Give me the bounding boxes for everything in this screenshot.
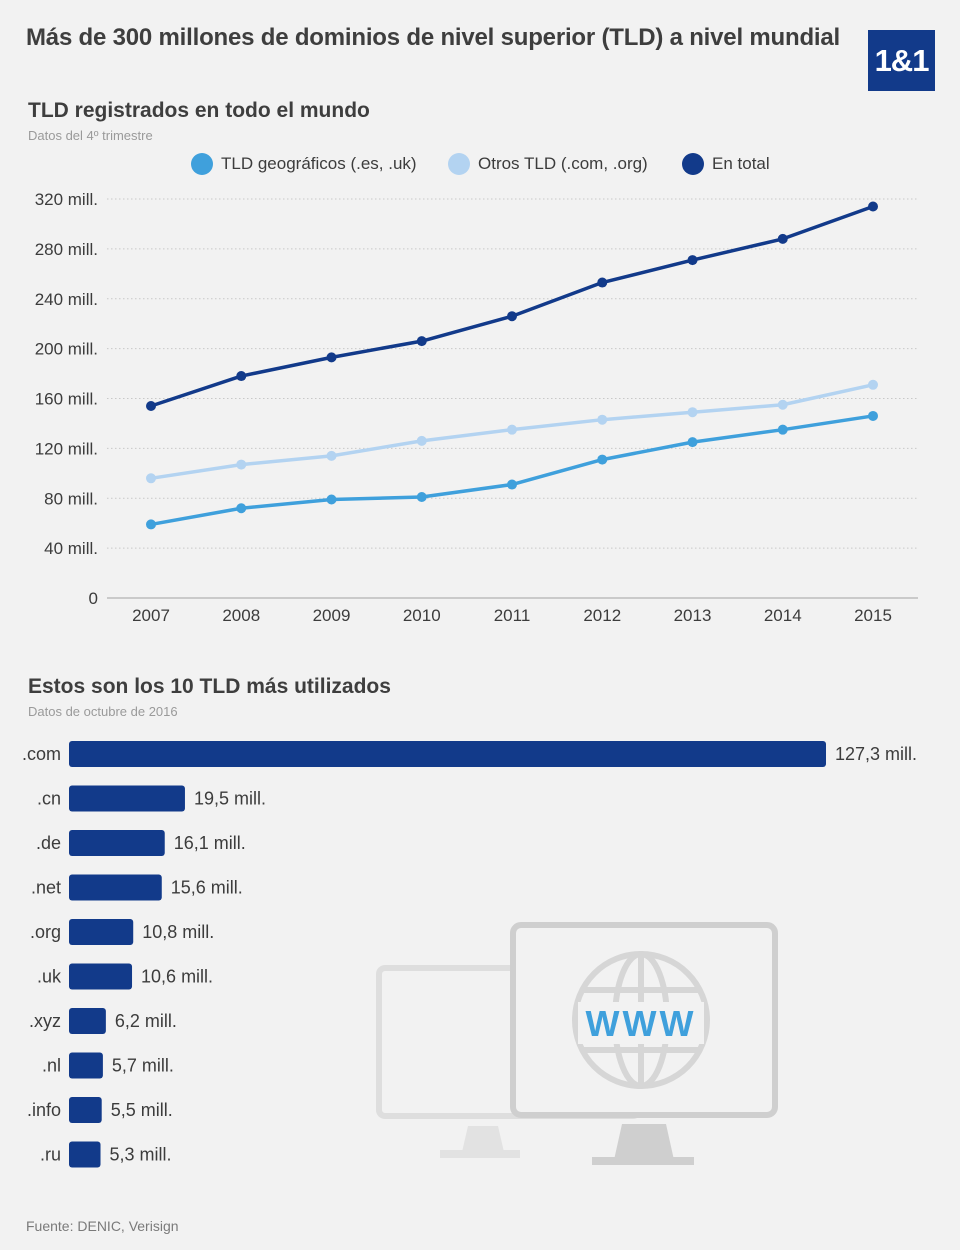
bar-value-label: 19,5 mill. — [194, 789, 266, 809]
bar-category-label: .ru — [40, 1145, 61, 1165]
data-point — [868, 201, 878, 212]
legend-label-geo: TLD geográficos (.es, .uk) — [221, 154, 417, 173]
data-point — [416, 435, 427, 446]
y-tick-label: 280 mill. — [35, 240, 98, 259]
x-tick-label: 2010 — [403, 606, 441, 625]
bar-chart-title: Estos son los 10 TLD más utilizados — [28, 675, 391, 698]
legend-item-total: En total — [682, 153, 770, 175]
bar — [69, 741, 826, 767]
data-point — [687, 407, 698, 418]
bar — [69, 1008, 106, 1034]
data-point — [597, 414, 608, 425]
legend-dot-geo — [191, 153, 213, 175]
bar-value-label: 16,1 mill. — [174, 833, 246, 853]
bar-value-label: 127,3 mill. — [835, 744, 917, 764]
source-note: Fuente: DENIC, Verisign — [26, 1218, 179, 1234]
data-point — [236, 503, 247, 514]
data-point — [236, 371, 247, 382]
bar — [69, 1052, 103, 1079]
monitor-illustration: WWW — [376, 922, 778, 1165]
bar-category-label: .cn — [37, 789, 61, 809]
x-tick-label: 2009 — [313, 606, 351, 625]
data-point — [687, 255, 698, 266]
bar-chart: .com 127,3 mill. .cn 19,5 mill. .de 16,1 mill… — [22, 741, 917, 1168]
legend-dot-otros — [448, 153, 470, 175]
x-tick-label: 2011 — [494, 606, 531, 625]
bar-value-label: 6,2 mill. — [115, 1011, 177, 1031]
data-point — [687, 437, 698, 448]
y-tick-label: 120 mill. — [35, 439, 98, 458]
data-point — [777, 424, 788, 435]
bar — [69, 963, 133, 990]
x-tick-label: 2008 — [222, 606, 260, 625]
bar-chart-subtitle: Datos de octubre de 2016 — [28, 704, 178, 719]
bar-value-label: 5,5 mill. — [111, 1100, 173, 1120]
page-title: Más de 300 millones de dominios de nivel… — [26, 24, 840, 51]
legend-item-otros: Otros TLD (.com, .org) — [448, 153, 648, 175]
data-point — [326, 352, 337, 363]
legend-dot-total — [682, 153, 704, 175]
x-tick-label: 2007 — [132, 606, 170, 625]
bar-value-label: 15,6 mill. — [171, 878, 243, 898]
bar-value-label: 5,3 mill. — [110, 1145, 172, 1165]
line-chart-title: TLD registrados en todo el mundo — [28, 99, 370, 122]
brand-logo: 1&1 — [868, 30, 935, 91]
data-point — [507, 424, 517, 435]
data-point — [777, 233, 788, 244]
x-tick-label: 2014 — [764, 606, 802, 625]
bar-category-label: .com — [22, 744, 61, 764]
bar-category-label: .info — [27, 1100, 61, 1120]
bar — [69, 1141, 101, 1168]
bar-category-label: .xyz — [29, 1011, 61, 1031]
x-tick-label: 2015 — [854, 606, 892, 625]
y-tick-label: 160 mill. — [35, 390, 98, 409]
data-point — [416, 492, 427, 503]
bar-category-label: .org — [30, 922, 61, 942]
line-chart-subtitle: Datos del 4º trimestre — [28, 128, 153, 143]
data-point — [597, 277, 608, 288]
bar-category-label: .uk — [37, 967, 62, 987]
bar-category-label: .de — [36, 833, 61, 853]
bar — [69, 785, 185, 812]
data-point — [868, 410, 878, 421]
data-point — [326, 494, 337, 505]
data-point — [146, 400, 156, 411]
series-line-2 — [150, 204, 874, 408]
x-tick-label: 2013 — [674, 606, 712, 625]
bar — [69, 874, 162, 901]
bar — [69, 1097, 102, 1123]
y-tick-label: 80 mill. — [44, 489, 98, 508]
data-point — [146, 473, 156, 484]
y-tick-label: 320 mill. — [35, 190, 98, 209]
bar-value-label: 5,7 mill. — [112, 1056, 174, 1076]
data-point — [236, 459, 247, 470]
data-point — [777, 399, 788, 410]
legend-item-geo: TLD geográficos (.es, .uk) — [191, 153, 417, 175]
y-tick-label: 40 mill. — [44, 539, 98, 558]
data-point — [507, 311, 517, 322]
legend-label-total: En total — [712, 154, 770, 173]
bar-value-label: 10,6 mill. — [141, 967, 213, 987]
data-point — [416, 336, 427, 347]
data-point — [507, 479, 517, 490]
x-tick-label: 2012 — [583, 606, 621, 625]
bar-category-label: .nl — [42, 1056, 61, 1076]
y-tick-label: 240 mill. — [35, 290, 98, 309]
bar — [69, 919, 134, 945]
bar-category-label: .net — [31, 878, 61, 898]
y-tick-label: 200 mill. — [35, 340, 98, 359]
bar — [69, 830, 165, 856]
data-point — [326, 450, 337, 461]
bar-value-label: 10,8 mill. — [142, 922, 214, 942]
data-point — [868, 379, 878, 390]
line-chart: 0 40 mill. 80 mill. 120 mill. 160 mill. 200 m… — [35, 190, 918, 625]
y-tick-label: 0 — [89, 589, 98, 608]
data-point — [597, 454, 608, 465]
line-chart-legend: TLD geográficos (.es, .uk) Otros TLD (.c… — [0, 153, 960, 181]
legend-label-otros: Otros TLD (.com, .org) — [478, 154, 648, 173]
www-label: WWW — [586, 1003, 697, 1044]
data-point — [146, 519, 156, 530]
